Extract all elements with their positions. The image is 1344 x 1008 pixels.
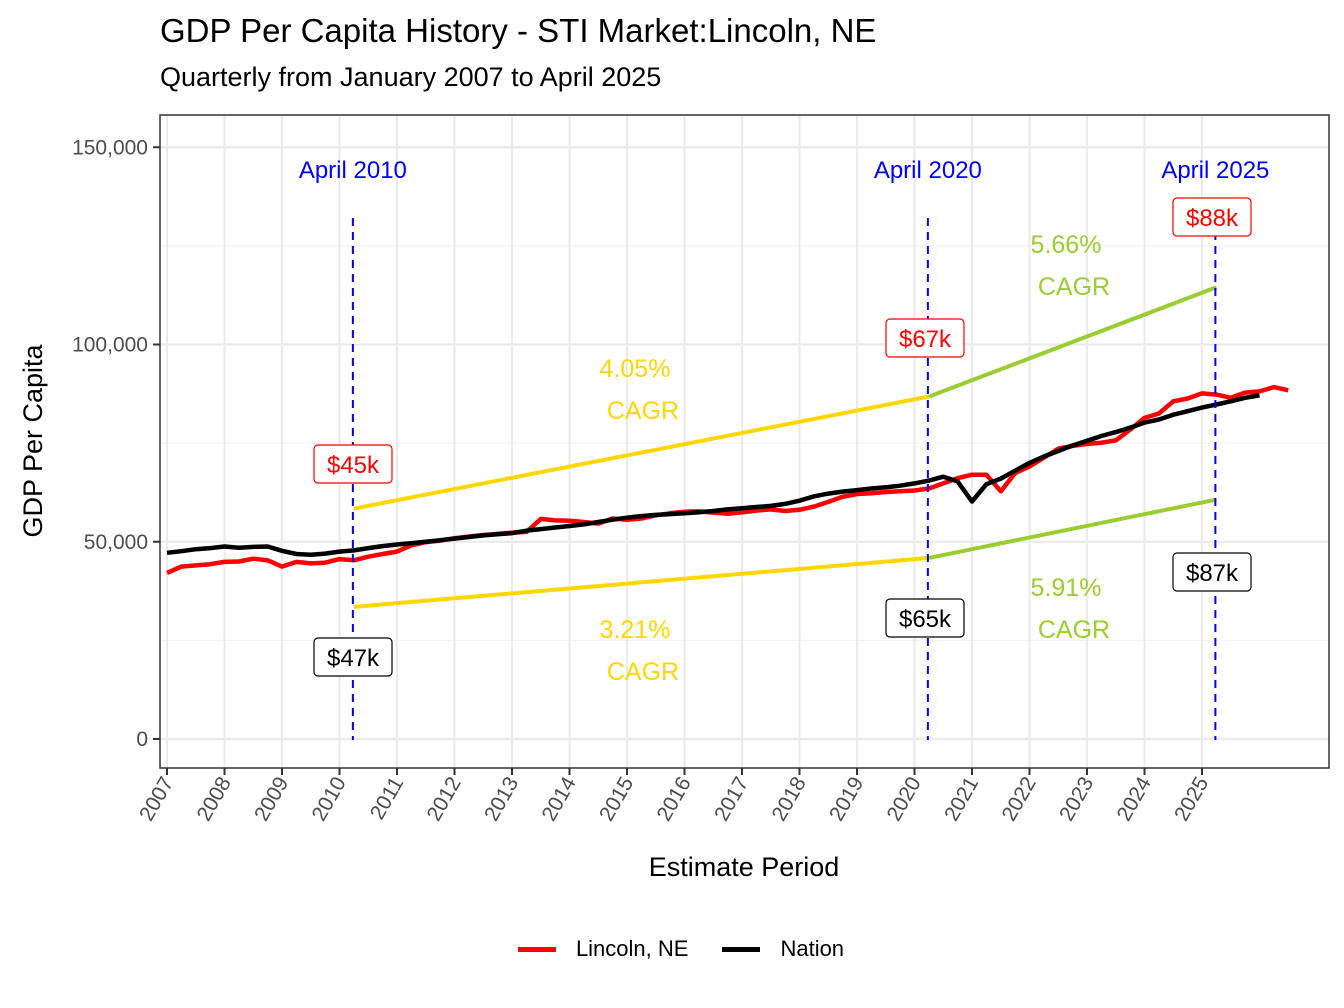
x-tick-label: 2024 [1113, 773, 1156, 825]
gdp-line-chart: April 2010 April 2020 April 2025 $45k $67k $8… [18, 114, 1330, 882]
grid-major [160, 115, 1329, 768]
x-tick-label: 2015 [595, 773, 638, 825]
cagr-percent-label: 3.21% [600, 616, 671, 644]
y-tick-label: 0 [136, 728, 148, 751]
series-line-lincoln-ne [166, 384, 1289, 575]
value-label-box [1172, 197, 1252, 237]
value-label-box [1172, 552, 1252, 592]
x-tick-label: 2023 [1055, 773, 1098, 825]
cagr-line-lower-2 [353, 555, 930, 609]
chart-title: GDP Per Capita History - STI Market:Linc… [160, 12, 877, 49]
x-tick-label: 2013 [480, 773, 523, 825]
reference-line-label: April 2010 [299, 157, 407, 184]
y-tick-label: 50,000 [84, 531, 148, 554]
y-axis: 0 50,000 100,000 150,000 [72, 136, 160, 751]
x-tick-label: 2020 [883, 773, 926, 825]
y-tick-label: 100,000 [72, 334, 148, 357]
cagr-line-upper-1 [928, 285, 1218, 399]
value-label: $65k [899, 606, 952, 633]
x-tick-label: 2018 [768, 773, 811, 825]
cagr-word-label: CAGR [607, 397, 679, 425]
x-tick-label: 2011 [366, 773, 409, 824]
value-label-box [885, 318, 965, 358]
y-tick-label: 150,000 [72, 136, 148, 159]
x-tick-label: 2019 [825, 773, 868, 825]
reference-line-label: April 2020 [874, 157, 982, 184]
cagr-word-label: CAGR [1038, 273, 1110, 301]
x-tick-label: 2012 [423, 773, 466, 825]
value-label-box [313, 637, 393, 677]
cagr-lines [353, 285, 1218, 609]
cagr-line-lower-3 [928, 497, 1217, 560]
x-tick-label: 2017 [710, 773, 753, 825]
x-axis-title: Estimate Period [649, 852, 840, 882]
cagr-word-label: CAGR [607, 658, 679, 686]
cagr-percent-label: 4.05% [600, 355, 671, 383]
series-lines [166, 384, 1289, 575]
legend-item-lincoln: Lincoln, NE [500, 936, 689, 962]
x-tick-label: 2014 [538, 773, 581, 825]
annotations: April 2010 April 2020 April 2025 $45k $67k $8… [299, 157, 1270, 686]
value-label: $45k [327, 452, 380, 479]
x-tick-label: 2010 [308, 773, 351, 825]
x-tick-label: 2025 [1170, 773, 1213, 825]
legend: Lincoln, NE Nation [0, 936, 1344, 962]
x-tick-label: 2007 [135, 773, 178, 825]
cagr-percent-label: 5.91% [1031, 574, 1102, 602]
value-label: $88k [1186, 205, 1239, 232]
x-tick-label: 2008 [193, 773, 236, 825]
legend-item-nation: Nation [704, 936, 844, 962]
legend-label-lincoln: Lincoln, NE [575, 936, 689, 961]
reference-line-label: April 2025 [1161, 157, 1269, 184]
cagr-percent-label: 5.66% [1031, 231, 1102, 259]
plot-border [159, 114, 1330, 769]
legend-key-nation [722, 946, 761, 952]
value-label: $87k [1186, 560, 1239, 587]
value-label-box [885, 598, 965, 638]
x-tick-label: 2009 [250, 773, 293, 825]
value-label-box [313, 444, 393, 484]
legend-label-nation: Nation [780, 936, 845, 961]
cagr-word-label: CAGR [1038, 616, 1110, 644]
value-label: $47k [327, 645, 380, 672]
value-label: $67k [899, 326, 952, 353]
chart-subtitle: Quarterly from January 2007 to April 202… [160, 62, 662, 92]
y-axis-title: GDP Per Capita [18, 343, 48, 537]
x-tick-label: 2016 [653, 773, 696, 825]
x-tick-label: 2022 [998, 773, 1041, 825]
series-line-nation [166, 393, 1260, 558]
legend-key-lincoln [517, 946, 556, 952]
cagr-line-upper-0 [353, 394, 930, 511]
x-axis: 2007 2008 2009 2010 2011 2012 2013 2014 2015 2016… [135, 768, 1213, 825]
x-tick-label: 2021 [940, 773, 983, 825]
